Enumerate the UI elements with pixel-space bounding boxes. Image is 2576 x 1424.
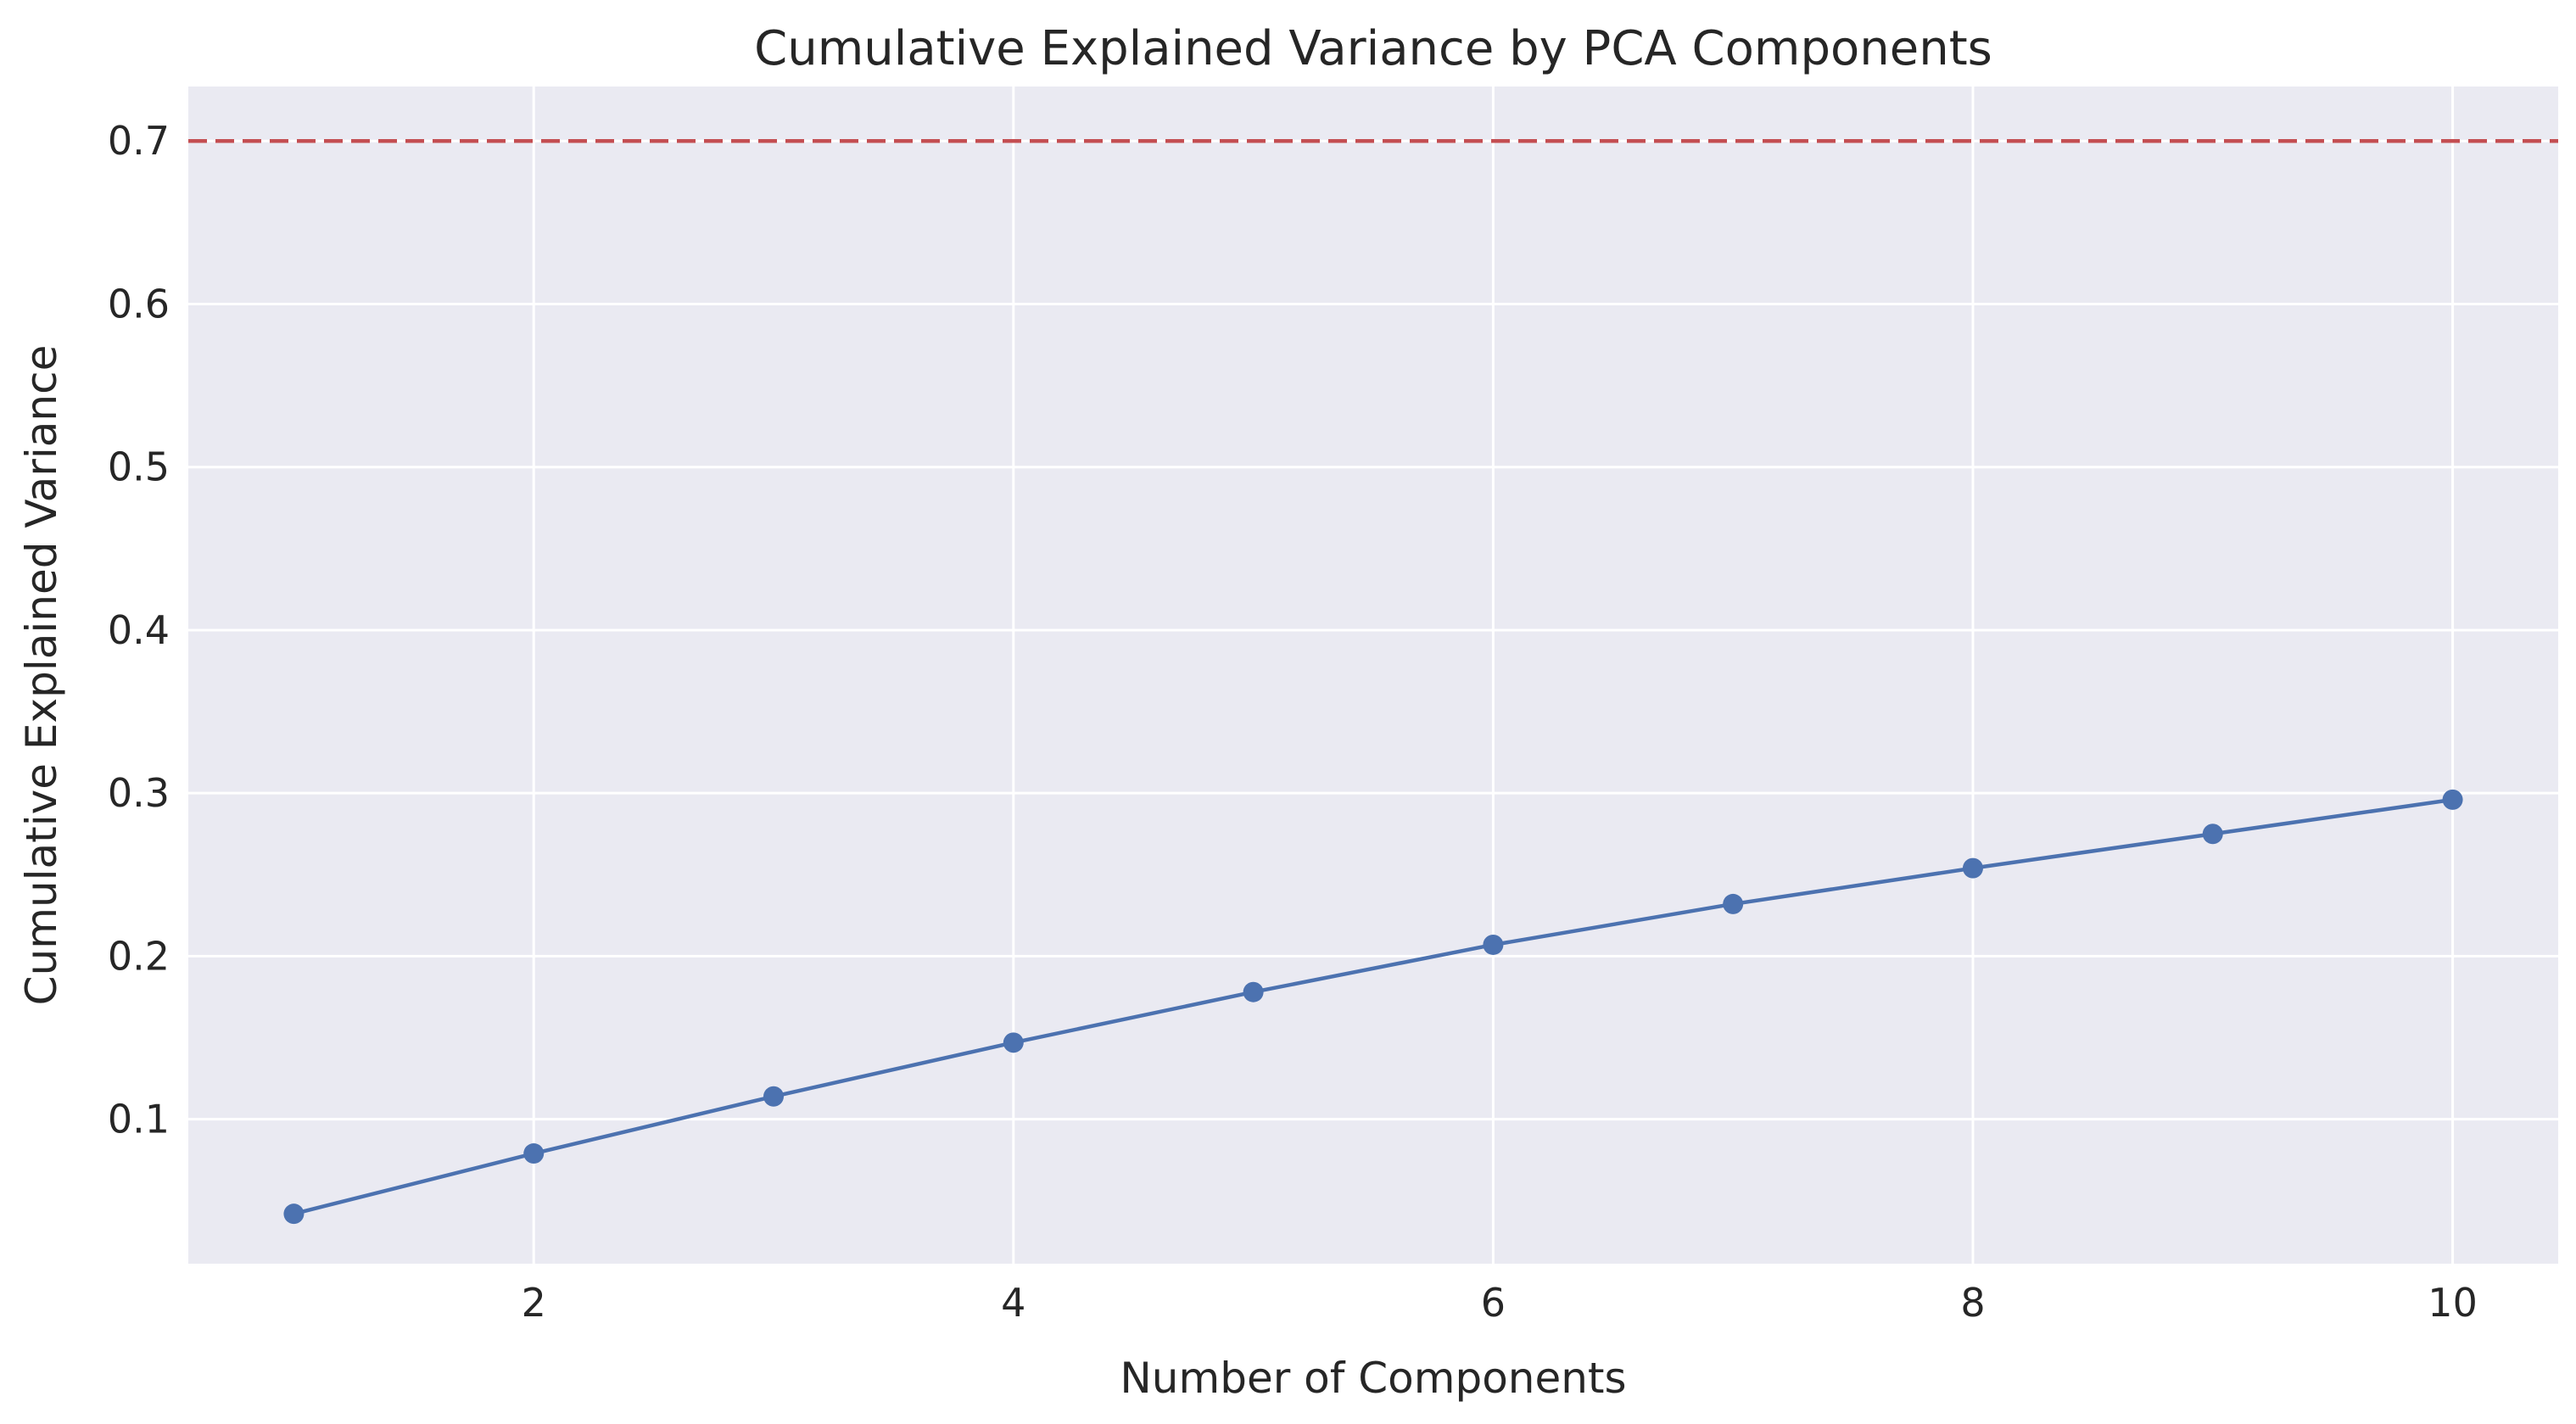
- data-point-marker: [1962, 857, 1983, 879]
- y-tick-label: 0.5: [108, 444, 170, 490]
- y-tick-label: 0.2: [108, 933, 170, 979]
- data-point-marker: [1003, 1032, 1024, 1053]
- x-tick-label: 8: [1960, 1280, 1985, 1326]
- x-tick-label: 4: [1001, 1280, 1025, 1326]
- data-point-marker: [523, 1143, 545, 1164]
- y-tick-label: 0.7: [108, 118, 170, 164]
- y-tick-label: 0.4: [108, 607, 170, 653]
- plot-area: [188, 87, 2558, 1264]
- data-point-marker: [1243, 981, 1264, 1002]
- x-tick-label: 2: [522, 1280, 546, 1326]
- data-point-marker: [2442, 789, 2463, 810]
- x-tick-labels: 2 4 6 8 10: [522, 1280, 2478, 1326]
- data-point-marker: [2202, 824, 2223, 845]
- x-axis-label: Number of Components: [1120, 1354, 1626, 1403]
- data-point-marker: [763, 1086, 785, 1107]
- data-point-marker: [1483, 934, 1504, 955]
- y-tick-label: 0.1: [108, 1097, 170, 1142]
- x-tick-label: 6: [1481, 1280, 1506, 1326]
- series-layer: [283, 789, 2463, 1225]
- y-tick-labels: 0.1 0.2 0.3 0.4 0.5 0.6 0.7: [108, 118, 170, 1142]
- chart-title: Cumulative Explained Variance by PCA Com…: [754, 21, 1992, 76]
- y-tick-label: 0.3: [108, 770, 170, 816]
- x-tick-label: 10: [2428, 1280, 2478, 1326]
- series-line: [293, 797, 2453, 1216]
- data-point-marker: [283, 1203, 305, 1225]
- y-tick-label: 0.6: [108, 281, 170, 327]
- y-axis-label: Cumulative Explained Variance: [17, 345, 66, 1006]
- data-point-marker: [1723, 893, 1744, 914]
